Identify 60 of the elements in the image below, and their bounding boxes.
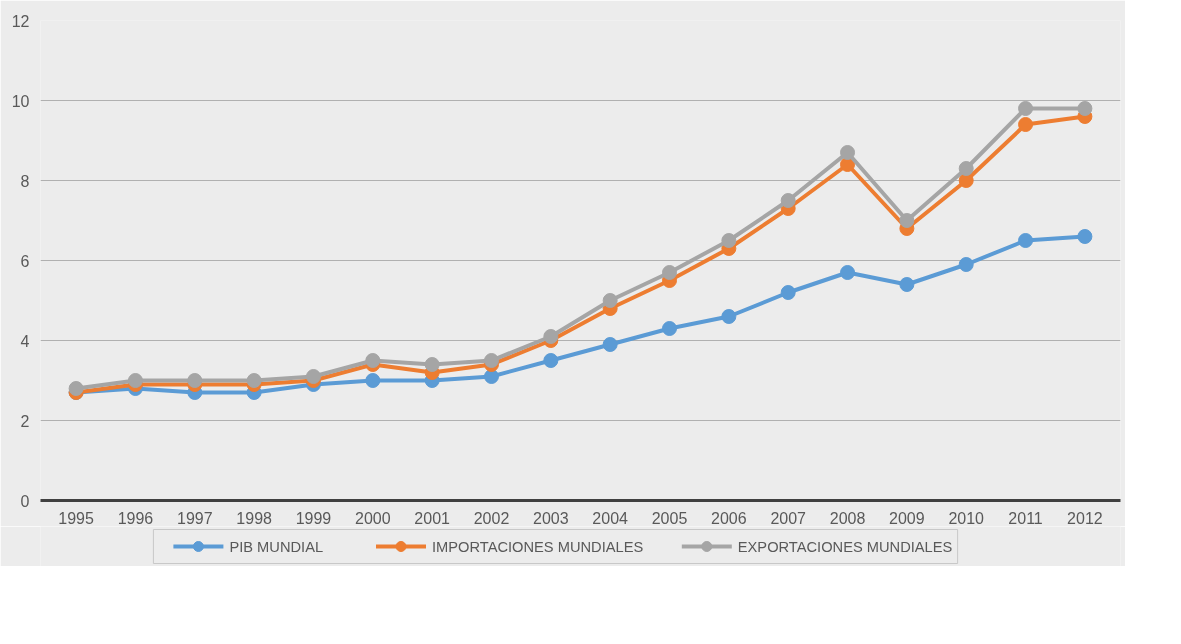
x-tick-label: 1998 <box>236 509 273 527</box>
point <box>543 329 559 344</box>
point <box>305 369 321 384</box>
x-tick-label: 2010 <box>948 509 985 527</box>
point <box>1018 101 1034 116</box>
x-tick-label: 2009 <box>889 509 925 527</box>
x-tick-label: 2012 <box>1067 509 1103 527</box>
y-tick-label: 8 <box>20 172 30 190</box>
y-tick-label: 6 <box>20 252 30 270</box>
point <box>840 145 856 160</box>
point <box>958 257 974 272</box>
point <box>483 353 499 368</box>
point <box>543 353 559 368</box>
point <box>721 309 737 324</box>
x-tick-label: 2000 <box>355 509 391 527</box>
x-tick-label: 2007 <box>770 509 807 527</box>
x-tick-label: 1995 <box>58 509 94 527</box>
legend-label: EXPORTACIONES MUNDIALES <box>737 538 953 555</box>
x-tick-label: 2006 <box>711 509 747 527</box>
y-tick-label: 10 <box>11 92 30 110</box>
y-tick-label: 2 <box>20 412 30 430</box>
point <box>899 213 915 228</box>
x-tick-label: 2002 <box>473 509 510 527</box>
point <box>840 265 856 280</box>
point <box>1018 117 1034 132</box>
point <box>602 337 618 352</box>
x-tick-label: 2011 <box>1008 509 1043 527</box>
point <box>246 373 262 388</box>
point <box>662 321 678 336</box>
point <box>365 373 381 388</box>
legend-label: IMPORTACIONES MUNDIALES <box>432 538 644 555</box>
point <box>1018 233 1034 248</box>
legend-label: PIB MUNDIAL <box>229 538 324 555</box>
x-tick-label: 2004 <box>592 509 629 527</box>
point <box>187 373 203 388</box>
x-tick-label: 2005 <box>651 509 688 527</box>
point <box>1077 229 1093 244</box>
point <box>899 277 915 292</box>
x-tick-label: 1996 <box>117 509 154 527</box>
y-tick-label: 4 <box>20 332 30 350</box>
point <box>958 173 974 188</box>
point <box>424 357 440 372</box>
x-tick-label: 2003 <box>533 509 569 527</box>
point <box>662 265 678 280</box>
point <box>68 381 84 396</box>
point <box>1077 101 1093 116</box>
point <box>602 293 618 308</box>
point <box>721 233 737 248</box>
point <box>780 285 796 300</box>
x-tick-label: 1997 <box>176 509 213 527</box>
point <box>958 161 974 176</box>
x-tick-label: 2001 <box>414 509 451 527</box>
y-tick-label: 0 <box>20 492 30 510</box>
point <box>365 353 381 368</box>
point <box>780 193 796 208</box>
x-tick-label: 2008 <box>829 509 866 527</box>
point <box>127 373 143 388</box>
x-tick-label: 1999 <box>295 509 332 527</box>
y-tick-label: 12 <box>11 12 30 30</box>
point <box>483 369 499 384</box>
